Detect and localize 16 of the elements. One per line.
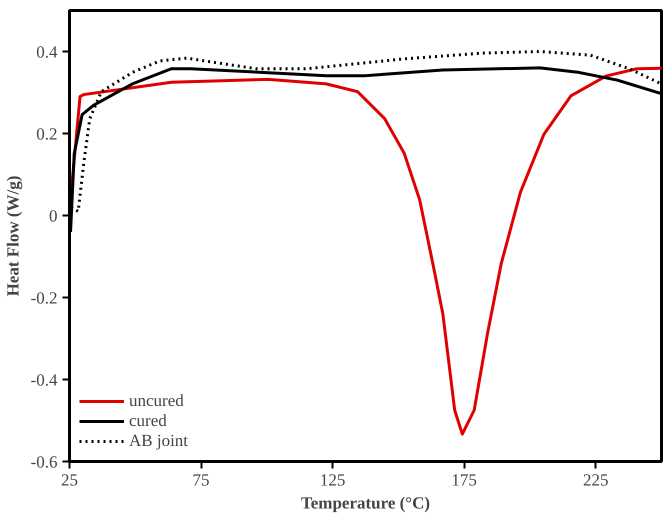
legend-label: uncured <box>129 391 184 411</box>
x-tick-label: 175 <box>451 470 477 490</box>
x-tick-label: 25 <box>61 470 78 490</box>
x-tick-label: 225 <box>582 470 608 490</box>
x-tick-label: 75 <box>192 470 210 490</box>
y-tick-label: 0.2 <box>36 124 58 144</box>
y-tick-label: 0 <box>49 206 58 226</box>
legend-label: AB joint <box>129 431 188 451</box>
x-axis-title: Temperature (°C) <box>300 494 430 512</box>
y-tick-label: -0.2 <box>30 288 58 308</box>
x-tick-label: 125 <box>320 470 346 490</box>
y-axis-title: Heat Flow (W/g) <box>4 176 23 296</box>
legend-label: cured <box>129 411 167 431</box>
y-tick-label: 0.4 <box>36 42 58 62</box>
y-tick-label: -0.6 <box>30 452 58 472</box>
y-tick-label: -0.4 <box>30 370 58 390</box>
